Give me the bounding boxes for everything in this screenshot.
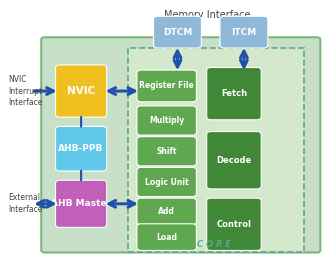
FancyBboxPatch shape bbox=[56, 180, 107, 227]
Text: Multiply: Multiply bbox=[149, 116, 184, 125]
Text: Add: Add bbox=[158, 207, 175, 216]
FancyBboxPatch shape bbox=[56, 65, 107, 117]
Text: Logic Unit: Logic Unit bbox=[145, 177, 189, 186]
Text: Control: Control bbox=[216, 220, 252, 229]
Text: Fetch: Fetch bbox=[221, 89, 247, 98]
FancyBboxPatch shape bbox=[207, 198, 261, 250]
FancyBboxPatch shape bbox=[207, 68, 261, 120]
FancyBboxPatch shape bbox=[153, 16, 201, 48]
FancyBboxPatch shape bbox=[137, 106, 196, 135]
FancyBboxPatch shape bbox=[137, 167, 196, 197]
Text: NVIC
Interrupt
Interface: NVIC Interrupt Interface bbox=[8, 75, 43, 107]
FancyBboxPatch shape bbox=[56, 126, 107, 171]
Text: ITCM: ITCM bbox=[231, 28, 257, 37]
FancyBboxPatch shape bbox=[41, 37, 320, 253]
FancyBboxPatch shape bbox=[137, 70, 196, 102]
Text: Register File: Register File bbox=[139, 81, 194, 90]
FancyBboxPatch shape bbox=[137, 224, 196, 250]
Text: External
Interface: External Interface bbox=[8, 193, 43, 214]
Text: AHB Master: AHB Master bbox=[51, 199, 111, 208]
Text: C O R E: C O R E bbox=[197, 240, 231, 249]
FancyBboxPatch shape bbox=[220, 16, 268, 48]
Text: NVIC: NVIC bbox=[67, 86, 95, 96]
FancyBboxPatch shape bbox=[128, 47, 304, 253]
Text: Decode: Decode bbox=[216, 156, 252, 165]
Text: Memory Interface: Memory Interface bbox=[164, 10, 251, 20]
FancyBboxPatch shape bbox=[137, 137, 196, 166]
FancyBboxPatch shape bbox=[207, 132, 261, 189]
Text: DTCM: DTCM bbox=[163, 28, 192, 37]
Text: Shift: Shift bbox=[156, 147, 177, 156]
Text: Load: Load bbox=[156, 233, 177, 242]
FancyBboxPatch shape bbox=[137, 198, 196, 225]
Text: AHB-PPB: AHB-PPB bbox=[58, 144, 104, 153]
